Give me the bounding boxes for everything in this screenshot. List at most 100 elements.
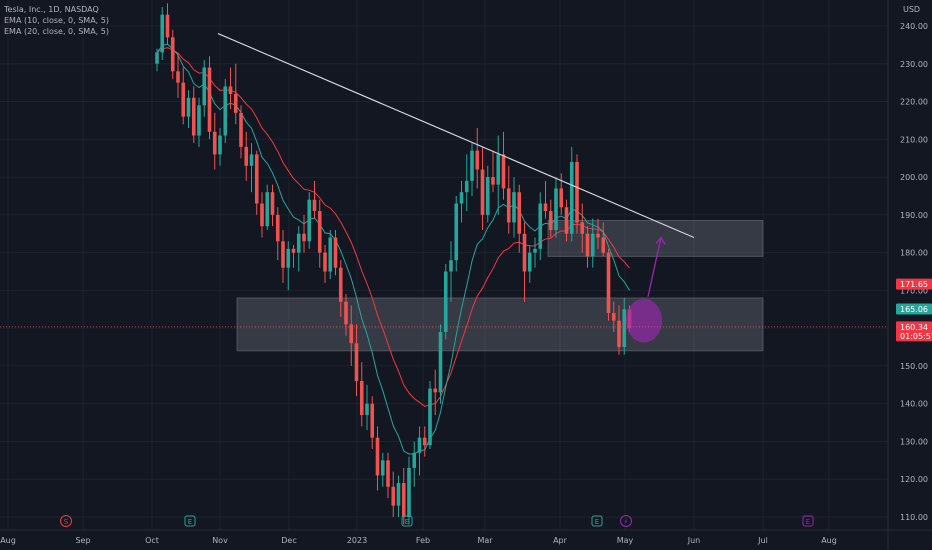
candle-body	[475, 150, 480, 170]
candle-body	[548, 211, 553, 230]
candle-body	[527, 252, 532, 272]
candle-body	[191, 97, 196, 136]
candle-body	[354, 343, 359, 382]
candle-body	[449, 260, 453, 272]
candle-body	[443, 271, 448, 332]
candle-body	[207, 67, 212, 132]
candle-body	[543, 203, 548, 212]
candle-body	[176, 71, 180, 83]
event-marker-glyph: E	[405, 518, 409, 526]
candle-body	[370, 403, 375, 438]
price-tag-label: 160.34	[900, 323, 928, 332]
candle-body	[617, 320, 621, 348]
price-tick-label: 230.00	[900, 60, 928, 69]
support-resistance-zone	[236, 297, 764, 352]
candle-body	[454, 203, 459, 261]
time-axis-label: Nov	[212, 536, 228, 545]
candle-body	[401, 483, 406, 517]
candle-body	[275, 214, 280, 242]
candle-body	[375, 437, 380, 476]
price-tag-box	[896, 303, 932, 315]
candle-body	[155, 52, 159, 64]
price-tick-label: 180.00	[900, 249, 928, 258]
candle-body	[470, 150, 474, 181]
event-marker-icon	[620, 515, 632, 527]
price-tag-label: 171.65	[900, 280, 928, 289]
candle-body	[569, 161, 574, 234]
candle-body	[417, 437, 422, 453]
candle-body	[533, 248, 537, 253]
candle-body	[380, 460, 385, 476]
candle-body	[307, 199, 312, 242]
candle-body	[270, 192, 275, 215]
candle-body	[559, 188, 564, 208]
candle-body	[596, 233, 600, 238]
candle-body	[491, 177, 495, 185]
event-marker-icon	[60, 515, 72, 527]
candle-body	[186, 97, 191, 117]
candle-body	[506, 188, 511, 223]
candle-body	[302, 233, 306, 242]
time-axis-label: Aug	[821, 536, 837, 545]
price-axis-currency: USD	[903, 5, 920, 14]
event-marker-icon	[401, 515, 413, 527]
candle-body	[359, 381, 364, 416]
candle-body	[239, 112, 243, 147]
time-axis-label: Apr	[553, 536, 568, 545]
candle-body	[312, 199, 317, 212]
price-tick-label: 200.00	[900, 173, 928, 182]
candle-body	[349, 324, 354, 344]
candle-body	[265, 192, 270, 227]
candle-body	[254, 154, 259, 204]
candle-body	[590, 233, 595, 257]
price-tag-label: 165.06	[900, 305, 928, 314]
time-axis-label: Aug	[0, 536, 16, 545]
time-axis-label: Mar	[477, 536, 493, 545]
projection-arrowhead	[655, 236, 666, 245]
event-marker-icon	[591, 515, 603, 527]
candle-body	[296, 233, 301, 253]
time-axis-label: May	[617, 536, 634, 545]
candle-body	[386, 460, 390, 487]
time-axis-label: Sep	[75, 536, 90, 545]
ema10-legend: EMA (10, close, 0, SMA, 5)	[4, 16, 109, 25]
price-tick-label: 170.00	[900, 286, 928, 295]
candle-body	[317, 211, 322, 253]
candle-body	[333, 237, 338, 268]
candle-body	[218, 135, 222, 155]
price-tick-label: 120.00	[900, 475, 928, 484]
candle-body	[281, 241, 285, 268]
price-tick-label: 220.00	[900, 98, 928, 107]
candle-body	[412, 452, 417, 468]
event-marker-glyph: S	[64, 518, 69, 526]
price-tick-label: 140.00	[900, 400, 928, 409]
candle-body	[601, 237, 606, 253]
candle-body	[407, 467, 411, 517]
candle-body	[485, 177, 490, 215]
time-axis-label: Jul	[757, 536, 768, 545]
time-axis-label: Oct	[145, 536, 159, 545]
symbol-title: Tesla, Inc., 1D, NASDAQ	[4, 5, 99, 14]
candle-body	[464, 180, 469, 193]
trendline	[217, 33, 695, 239]
candle-body	[181, 82, 186, 117]
event-marker-icon	[802, 515, 814, 527]
candle-body	[260, 203, 264, 227]
candle-body	[564, 207, 569, 234]
price-tick-label: 190.00	[900, 211, 928, 220]
candle-body	[433, 388, 438, 393]
candle-body	[422, 437, 427, 446]
candle-body	[244, 146, 249, 166]
candle-body	[212, 131, 217, 155]
candle-body	[338, 267, 343, 302]
candle-body	[165, 14, 170, 38]
candle-body	[501, 154, 506, 189]
candle-body	[606, 252, 611, 314]
support-resistance-zone	[547, 220, 764, 257]
candle-body	[323, 252, 327, 272]
price-tick-label: 150.00	[900, 362, 928, 371]
candle-body	[512, 192, 516, 223]
candle-body	[223, 86, 228, 136]
price-tag-box	[896, 321, 932, 342]
